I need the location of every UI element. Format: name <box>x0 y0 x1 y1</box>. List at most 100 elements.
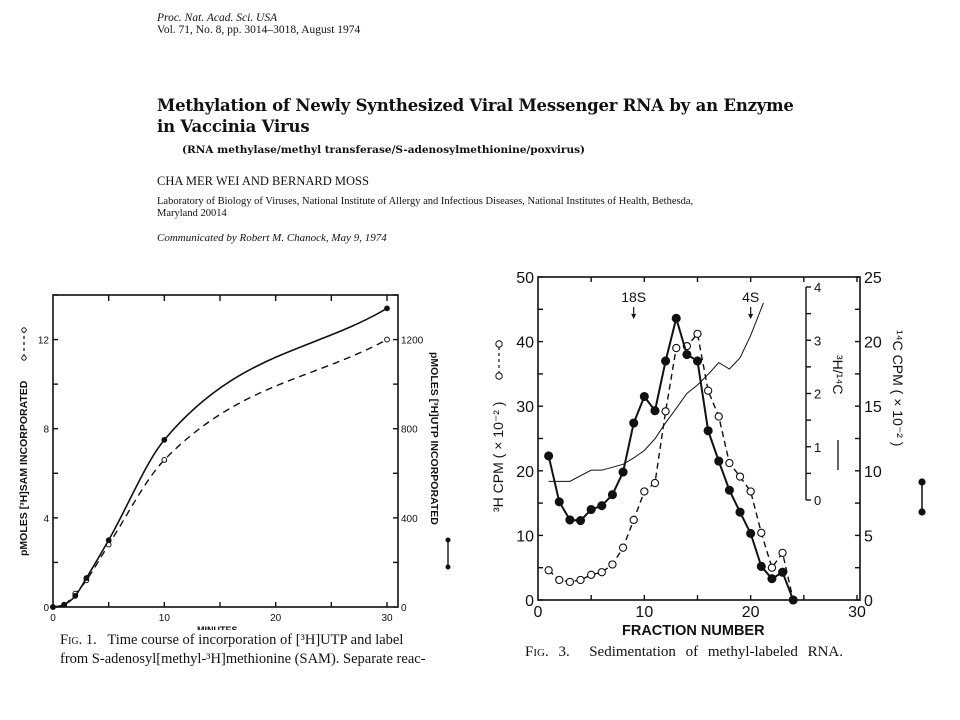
fig1-caption-line2: from S-adenosyl[methyl-³H]methionine (SA… <box>60 651 426 667</box>
fig3-left-tick-label: 0 <box>525 593 534 610</box>
fig3-left-tick-label: 20 <box>516 464 534 481</box>
journal-name: Proc. Nat. Acad. Sci. USA <box>157 12 278 24</box>
fig1-bottom-tick-label: 0 <box>50 613 56 624</box>
fig1-right-tick-label: 400 <box>401 514 418 525</box>
fig1-sam-curve <box>52 338 388 608</box>
fig1-left-axis-label: pMOLES [³H]SAM INCORPORATED <box>18 380 30 556</box>
fig3-marker-label-4S: 4S <box>742 289 759 305</box>
fig3-3h-point <box>544 566 553 575</box>
fig3-14c-line <box>547 314 795 601</box>
fig3-ratio-tick-label: 4 <box>814 280 821 295</box>
fig3-14c-point <box>661 356 671 366</box>
fig1-bottom-tick-label: 10 <box>159 613 171 624</box>
affiliation-line2: Maryland 20014 <box>157 208 227 219</box>
fig3-right-tick-label: 20 <box>864 335 882 352</box>
fig3-right-tick-label: 10 <box>864 464 882 481</box>
fig1-right-axis-label: pMOLES [³H]UTP INCORPORATED <box>428 352 440 525</box>
fig3-3h-point <box>587 570 596 579</box>
fig1-left-tick-label: 4 <box>43 514 49 525</box>
fig3-ratio-tick-label: 0 <box>814 493 821 508</box>
fig3-3h-point <box>703 386 713 395</box>
fig3-14c-point <box>735 507 745 517</box>
fig3-3h-point <box>767 563 777 572</box>
fig3-label: Fig. 3. <box>525 644 570 660</box>
authors: CHA MER WEI AND BERNARD MOSS <box>157 174 369 188</box>
fig1-utp-point <box>61 601 68 608</box>
fig3-14c-point <box>671 313 681 323</box>
fig1-plot-frame <box>52 294 399 608</box>
fig3-14c-point <box>575 515 586 526</box>
fig3-left-tick-label: 10 <box>516 528 534 545</box>
paper-title-line1: Methylation of Newly Synthesized Viral M… <box>157 96 794 115</box>
fig3-3h-point <box>650 478 660 488</box>
fig3-right-tick-label: 5 <box>864 528 873 545</box>
fig1-utp-legend-marker <box>445 537 451 543</box>
fig3-14c-point <box>714 456 724 466</box>
fig3-left-tick-label: 50 <box>516 270 534 287</box>
fig3-3h-point <box>714 412 723 421</box>
fig3-3h-point <box>576 575 585 585</box>
fig3-3h-point <box>565 577 575 587</box>
fig3-right-tick-label: 0 <box>864 593 873 610</box>
fig1-utp-point <box>161 436 168 443</box>
fig3-3h-point <box>629 515 638 525</box>
fig3-right-tick-label: 25 <box>864 270 882 287</box>
fig3-14c-point <box>629 418 639 428</box>
fig3-14c-point <box>554 497 564 507</box>
fig3-14c-point <box>703 426 713 436</box>
fig1-caption-text: Time course of incorporation of [³H]UTP … <box>107 632 404 648</box>
fig3-ratio-tick-label: 3 <box>814 333 821 348</box>
fig3-3h-point <box>735 472 745 481</box>
fig3-14c-point <box>778 567 788 577</box>
fig3-3h-legend-marker <box>495 372 503 380</box>
fig3-ratio-tick-label: 2 <box>814 387 821 402</box>
fig3-3h-point <box>778 548 787 557</box>
fig3-marker-arrowhead-icon <box>631 314 637 319</box>
fig1-left-tick-label: 0 <box>43 603 49 614</box>
fig3-left-tick-label: 30 <box>516 399 534 416</box>
fig3-14c-point <box>746 528 756 539</box>
fig3-3h-point <box>555 575 564 585</box>
fig3-14c-point <box>650 406 660 416</box>
fig1-sam-point <box>384 336 390 343</box>
fig3-plot-frame <box>537 276 861 601</box>
fig1-utp-point <box>72 592 79 599</box>
fig1-right-tick-label: 1200 <box>401 336 424 347</box>
fig3-caption-text: Sedimentation of methyl-labeled RNA. <box>589 644 843 660</box>
fig3-14c-point <box>692 356 703 366</box>
fig1-bottom-tick-label: 30 <box>381 613 393 624</box>
fig3-3h-point <box>746 487 755 496</box>
fig3-bottom-tick-label: 0 <box>534 604 543 621</box>
fig3-14c-point <box>788 595 798 605</box>
fig3-14c-point <box>767 574 777 584</box>
fig3-3h-point <box>661 407 670 416</box>
fig3-3h-point <box>725 458 734 468</box>
fig1-utp-point <box>83 575 90 581</box>
fig3-ratio-line <box>548 302 764 482</box>
fig3-14c-point <box>607 490 617 500</box>
fig1-utp-point <box>50 604 56 610</box>
fig3-3h-line <box>548 332 794 601</box>
fig3-ratio-tick-label: 1 <box>814 440 821 455</box>
fig3-14c-legend-marker <box>918 508 926 516</box>
fig3-bottom-tick-label: 20 <box>742 604 760 621</box>
fig1-label: Fig. 1. <box>60 632 97 648</box>
fig1-utp-point <box>105 537 112 544</box>
fig3-14c-point <box>544 451 554 461</box>
fig3-3h-point <box>693 329 702 338</box>
affiliation-line1: Laboratory of Biology of Viruses, Nation… <box>157 196 694 207</box>
fig1-bottom-tick-label: 20 <box>270 613 282 624</box>
fig3-14c-point <box>597 501 607 511</box>
fig1-sam-legend-marker <box>21 327 27 333</box>
fig3-left-tick-label: 40 <box>516 335 534 352</box>
keywords: (RNA methylase/methyl transferase/S-aden… <box>182 144 585 156</box>
fig3-14c-point <box>724 485 734 495</box>
fig3-marker-arrowhead-icon <box>748 314 754 319</box>
fig3-ratio-axis-label: ³H/¹⁴C <box>830 355 846 395</box>
fig3-right-tick-label: 15 <box>864 399 882 416</box>
fig3-3h-point <box>640 487 649 496</box>
fig1-sam-point <box>161 457 168 463</box>
fig1-x-axis-label: MINUTES <box>197 625 238 630</box>
fig1-left-tick-label: 12 <box>38 336 50 347</box>
